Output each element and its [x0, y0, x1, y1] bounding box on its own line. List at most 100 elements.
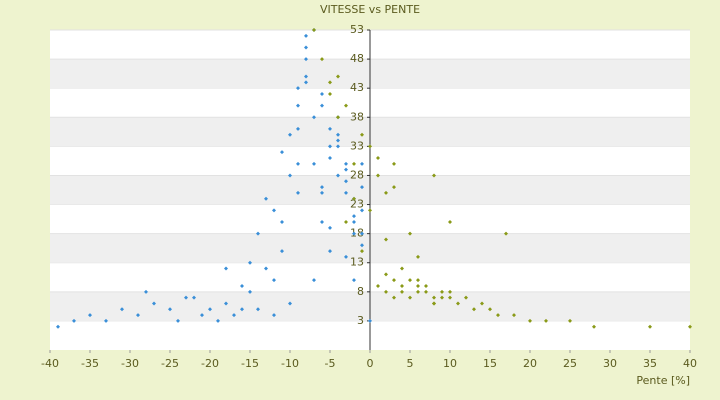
scatter-point [384, 289, 388, 294]
scatter-point [304, 80, 308, 85]
scatter-point [648, 324, 652, 329]
x-tick-label: 30 [603, 357, 617, 370]
scatter-point [384, 237, 388, 242]
scatter-point [320, 92, 324, 96]
scatter-point [352, 161, 356, 166]
scatter-point [424, 289, 428, 294]
scatter-point [336, 132, 340, 137]
scatter-point [280, 150, 284, 155]
scatter-point [352, 220, 356, 224]
scatter-point [168, 307, 172, 312]
scatter-point [144, 289, 148, 294]
scatter-point [544, 318, 548, 323]
scatter-point [360, 243, 364, 248]
scatter-point [416, 284, 420, 288]
scatter-point [464, 295, 468, 300]
scatter-point [344, 161, 348, 166]
scatter-point [88, 313, 92, 318]
scatter-point [448, 220, 452, 224]
scatter-point [288, 173, 292, 178]
scatter-point [328, 156, 332, 160]
scatter-point [296, 161, 300, 166]
scatter-point [176, 318, 180, 323]
scatter-point [376, 156, 380, 160]
scatter-point [328, 80, 332, 85]
scatter-point [272, 278, 276, 283]
scatter-point [360, 132, 364, 137]
scatter-point [336, 173, 340, 178]
scatter-point [440, 289, 444, 294]
scatter-point [448, 295, 452, 300]
x-tick-label: -40 [41, 357, 59, 370]
scatter-point [256, 231, 260, 236]
scatter-point [320, 103, 324, 108]
scatter-point [264, 196, 268, 201]
scatter-point [376, 173, 380, 178]
scatter-point [440, 295, 444, 300]
x-tick-label: 0 [367, 357, 374, 370]
scatter-point [136, 313, 140, 318]
scatter-point [312, 115, 316, 120]
scatter-point [320, 185, 324, 190]
scatter-point [328, 144, 332, 149]
scatter-point [368, 208, 372, 213]
scatter-point [344, 254, 348, 259]
scatter-point [360, 231, 364, 236]
scatter-point [104, 318, 108, 323]
x-tick-label: 20 [523, 357, 537, 370]
scatter-point [256, 307, 260, 312]
scatter-point [296, 126, 300, 131]
x-axis-label: Pente [%] [636, 374, 690, 387]
scatter-point [352, 278, 356, 283]
scatter-point [528, 318, 532, 323]
y-tick-label: 53 [350, 23, 364, 36]
scatter-point [240, 284, 244, 288]
scatter-point [232, 313, 236, 318]
scatter-point [304, 33, 308, 38]
scatter-point [56, 324, 60, 329]
y-tick-label: 38 [350, 110, 364, 123]
x-tick-label: -30 [121, 357, 139, 370]
scatter-point [416, 254, 420, 259]
scatter-point [352, 214, 356, 219]
scatter-point [304, 57, 308, 62]
scatter-point [424, 284, 428, 288]
scatter-point [480, 301, 484, 306]
scatter-point [568, 318, 572, 323]
scatter-point [224, 266, 228, 271]
y-tick-label: 8 [357, 285, 364, 298]
scatter-point [264, 266, 268, 271]
x-tick-label: -10 [281, 357, 299, 370]
chart-title: VITESSE vs PENTE [320, 3, 420, 16]
scatter-point [200, 313, 204, 318]
y-tick-label: 33 [350, 139, 364, 152]
scatter-point [336, 144, 340, 149]
scatter-point [352, 231, 356, 236]
scatter-point [152, 301, 156, 306]
scatter-point [344, 179, 348, 184]
scatter-point [392, 278, 396, 283]
scatter-point [336, 74, 340, 79]
scatter-point [280, 249, 284, 254]
scatter-point [280, 220, 284, 224]
x-tick-label: -20 [201, 357, 219, 370]
scatter-point [304, 74, 308, 79]
scatter-point [384, 272, 388, 277]
scatter-point [288, 301, 292, 306]
scatter-point [368, 318, 372, 323]
x-tick-label: 15 [483, 357, 497, 370]
scatter-point [360, 161, 364, 166]
scatter-point [392, 185, 396, 190]
scatter-point [120, 307, 124, 312]
scatter-point [304, 45, 308, 50]
scatter-point [224, 301, 228, 306]
scatter-point [288, 132, 292, 137]
y-tick-label: 28 [350, 168, 364, 181]
scatter-point [512, 313, 516, 318]
scatter-point [488, 307, 492, 312]
scatter-point [400, 266, 404, 271]
scatter-point [320, 57, 324, 62]
scatter-point [368, 144, 372, 149]
scatter-point [400, 284, 404, 288]
